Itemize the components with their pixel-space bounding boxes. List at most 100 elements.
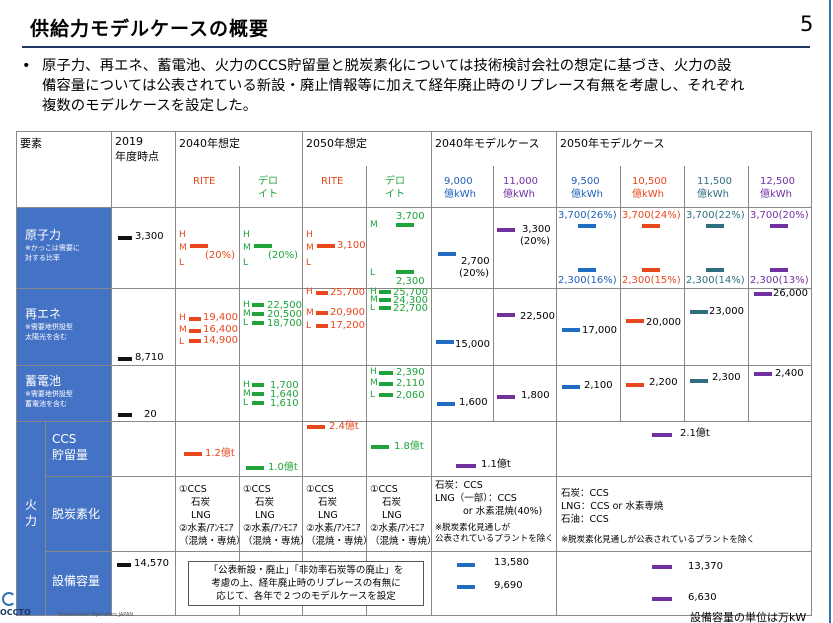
storage-mc11000-value: 1,800	[521, 390, 550, 401]
storage-del40-h: H	[243, 380, 250, 390]
storage-del50-l-val: 2,060	[396, 390, 425, 401]
renew-del40-m-bar	[252, 312, 264, 316]
renew-rite40-h-bar	[189, 317, 201, 321]
renew-del40-h: H	[243, 300, 250, 310]
nuclear-del50-l: L	[370, 268, 376, 278]
capacity-mc50-low-value: 6,630	[688, 592, 717, 603]
occto-logo-icon	[2, 592, 16, 606]
renew-rite50-h-val: 25,700	[330, 287, 365, 298]
nuclear-mc11500-top: 3,700(22%)	[686, 210, 745, 221]
renew-del50-l: L	[370, 303, 376, 313]
nuclear-del40-h: H	[243, 230, 250, 240]
right-edge-line	[829, 0, 831, 623]
nuclear-2019-bar	[118, 236, 132, 240]
rite-2040-label: RITE	[193, 176, 216, 187]
nuclear-mc11000-value: 3,300	[522, 224, 551, 235]
renew-rite40-h: H	[179, 313, 186, 323]
nuclear-del40-l: L	[243, 258, 249, 268]
nuclear-del40-bar	[254, 244, 272, 248]
ccs-mc40-value: 1.1億t	[481, 459, 511, 470]
nuclear-mc9000-value: 2,700	[461, 256, 490, 267]
renew-2019-bar	[118, 357, 132, 361]
ccs-mc50-bar	[652, 433, 672, 437]
deloitte-2040-label-2: イト	[258, 189, 278, 200]
bullet-line-2: 備容量については公表されている新設・廃止情報等に加えて経年廃止時のリプレース有無…	[42, 78, 745, 94]
nuclear-rite40-h: H	[179, 230, 186, 240]
renew-del50-m: M	[370, 295, 378, 305]
demand-11500-2: 億kWh	[697, 189, 730, 200]
renew-mc11000-bar	[497, 313, 515, 317]
row-capacity	[111, 551, 812, 616]
storage-del40-m: M	[243, 389, 251, 399]
row-header-ccs: CCS 貯留量	[45, 421, 112, 477]
rite-2050-label: RITE	[321, 176, 344, 187]
demand-10500-2: 億kWh	[632, 189, 665, 200]
storage-mc12500-bar	[754, 372, 772, 376]
renew-rite50-h: H	[306, 287, 313, 297]
demand-12500-1: 12,500	[760, 176, 795, 187]
storage-del40-m-bar	[252, 392, 264, 396]
capacity-mc40-high-bar	[457, 563, 475, 567]
nuclear-mc11500-top-bar	[706, 224, 724, 228]
storage-del50-h-val: 2,390	[396, 367, 425, 378]
nuclear-mc12500-top: 3,700(20%)	[750, 210, 809, 221]
row-header-renewables: 再エネ ※需要地併設型 太陽光を含む	[16, 288, 112, 366]
nuclear-mc12500-bot: 2,300(13%)	[750, 275, 809, 286]
nuclear-rite40-bar	[190, 244, 208, 248]
demand-10500-1: 10,500	[632, 176, 667, 187]
nuclear-del50-m: M	[370, 220, 378, 230]
page-number: 5	[800, 12, 814, 36]
nuclear-rite50-m: M	[306, 243, 314, 253]
page-title: 供給力モデルケースの概要	[30, 18, 270, 40]
demand-11000-2: 億kWh	[503, 189, 536, 200]
nuclear-mc12500-top-bar	[770, 224, 788, 228]
col-sep-2040-2050	[302, 207, 303, 616]
renew-mc9500-bar	[562, 328, 580, 332]
storage-del40-l-bar	[252, 401, 264, 405]
capacity-mc40-low-bar	[457, 585, 475, 589]
nuclear-mc9000-bar	[438, 252, 456, 256]
storage-mc9000-value: 1,600	[459, 397, 488, 408]
nuclear-mc10500-top: 3,700(24%)	[622, 210, 681, 221]
nuclear-rite50-value: 3,100	[337, 240, 366, 251]
nuclear-mc10500-top-bar	[642, 224, 660, 228]
renew-rite40-h-val: 19,400	[203, 312, 238, 323]
row-header-storage: 蓄電池 ※需要地併設型 蓄電池を含む	[16, 365, 112, 422]
row-header-decarbonization: 脱炭素化	[45, 476, 112, 552]
nuclear-rite50-h: H	[306, 230, 313, 240]
capacity-mc50-high-bar	[652, 565, 672, 569]
storage-del40-l: L	[243, 398, 249, 408]
nuclear-rite40-m: M	[179, 243, 187, 253]
renew-del50-l-val: 22,700	[393, 303, 428, 314]
renew-mc12500-bar	[754, 292, 772, 296]
header-element: 要素	[16, 131, 112, 208]
footer-org: Transmission Operators JAPAN	[58, 612, 134, 618]
unit-note: 設備容量の単位は万kW	[690, 611, 807, 623]
deloitte-2050-label-1: デロ	[385, 176, 405, 187]
renew-rite50-m-bar	[316, 311, 328, 315]
storage-2019-value: 20	[144, 409, 157, 420]
col-sep-mc50-a	[620, 166, 621, 422]
capacity-note-box: 「公表新設・廃止」「非効率石炭等の廃止」を 考慮の上、経年廃止時のリプレースの有…	[188, 561, 424, 606]
nuclear-del50-low-bar	[396, 270, 414, 274]
renew-del40-l-bar	[252, 321, 264, 325]
demand-11000-1: 11,000	[503, 176, 538, 187]
occto-logo-text: OCCTO	[0, 608, 31, 617]
demand-12500-2: 億kWh	[760, 189, 793, 200]
bullet-text: • 原子力、再エネ、蓄電池、火力のCCS貯留量と脱炭素化については技術検討会社の…	[22, 56, 812, 116]
demand-9000-2: 億kWh	[444, 189, 477, 200]
col-sep-2050	[366, 166, 367, 616]
row-header-thermal: 火 力	[16, 421, 46, 616]
renew-del40-h-val: 22,500	[267, 300, 302, 311]
storage-mc10500-bar	[626, 383, 644, 387]
renew-rite50-l: L	[306, 321, 312, 331]
ccs-mc50-value: 2.1億t	[680, 428, 710, 439]
renew-del40-m-val: 20,500	[267, 309, 302, 320]
renew-mc11500-value: 23,000	[709, 306, 744, 317]
storage-del40-h-bar	[252, 383, 264, 387]
renew-2019-value: 8,710	[135, 352, 164, 363]
storage-mc10500-value: 2,200	[649, 377, 678, 388]
col-sep-mc50-b	[684, 166, 685, 422]
renew-mc11500-bar	[690, 310, 708, 314]
demand-11500-1: 11,500	[697, 176, 732, 187]
